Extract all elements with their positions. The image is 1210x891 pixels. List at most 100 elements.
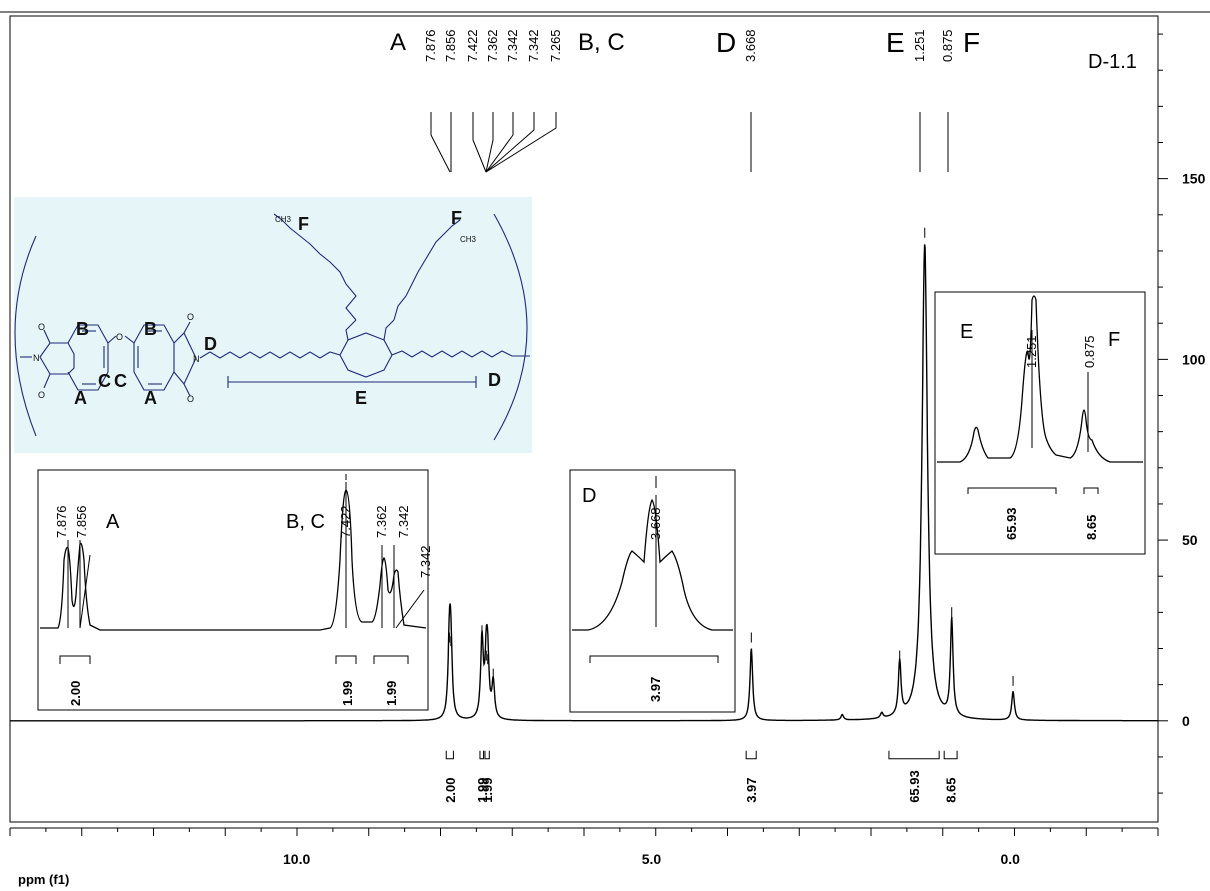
inset-peak-7856: 7.856 (74, 505, 89, 538)
plot-frame (0, 11, 1210, 823)
peak-label-0875: 0.875 (940, 29, 955, 62)
inset-integral-200: 2.00 (68, 681, 83, 706)
integral-value-5: 8.65 (944, 777, 959, 802)
structure-label-d-right: D (488, 370, 501, 390)
integral-value-3: 3.97 (744, 777, 759, 802)
integral-bracket-3 (745, 750, 757, 760)
x-tick-label-0: 10.0 (283, 851, 310, 867)
y-tick-label-3: 150 (1182, 171, 1206, 187)
peak-label-7856: 7.856 (443, 29, 458, 62)
inset-bc-label: B, C (286, 511, 325, 533)
x-tick-label-1: 5.0 (642, 851, 662, 867)
peak-labels-top: A B, C D E F 7.876 7.856 7.422 7.362 7.3… (390, 27, 980, 173)
structure-label-b-right: B (144, 319, 157, 339)
structure-label-f-left: F (298, 214, 309, 234)
integral-bracket-1 (479, 750, 485, 760)
structure-label-c-right: C (114, 371, 127, 391)
peak-label-leaders (430, 112, 949, 173)
inset-d-leaders (589, 476, 719, 663)
inset-e-label: E (960, 321, 973, 343)
integral-1: 1.99 (475, 750, 490, 803)
group-label-f: F (963, 27, 980, 58)
spectrum-trace (10, 244, 1158, 722)
inset-integral-199a: 1.99 (340, 681, 355, 706)
inset-integral-397: 3.97 (648, 677, 663, 702)
inset-peak-1251: 1.251 (1024, 335, 1039, 368)
integral-bracket-0 (445, 750, 454, 760)
integral-bracket-5 (943, 750, 958, 760)
integral-4: 65.93 (888, 750, 940, 803)
group-label-bc: B, C (578, 29, 625, 56)
chemical-structure: B B A A C C D D E F F CH3 CH3 O O O O O … (14, 197, 532, 453)
peak-label-7876: 7.876 (423, 29, 438, 62)
inset-peak-7422: 7.422 (338, 505, 353, 538)
integral-value-0: 2.00 (443, 777, 458, 802)
peak-label-7422: 7.422 (465, 29, 480, 62)
y-axis: 0 50 100 150 (1158, 33, 1206, 794)
structure-n-right: N (193, 354, 200, 364)
integral-markers: 2.00 1.991.99 3.97 65.93 8.65 (443, 750, 959, 803)
structure-o-3: O (187, 312, 194, 322)
structure-label-a-left: A (74, 388, 87, 408)
structure-label-b-left: B (76, 319, 89, 339)
integral-0: 2.00 (443, 750, 458, 803)
inset-peak-3668: 3.668 (648, 507, 663, 540)
y-tick-label-0: 0 (1182, 713, 1190, 729)
integral-5: 8.65 (943, 750, 959, 803)
x-tick-label-2: 0.0 (1001, 851, 1021, 867)
integral-value-2: 1.99 (480, 777, 495, 802)
group-label-e: E (886, 27, 905, 58)
inset-peak-0875: 0.875 (1082, 335, 1097, 368)
inset-peak-7342b: 7.342 (418, 545, 433, 578)
x-axis-label: ppm (f1) (18, 872, 69, 887)
x-axis: 10.0 5.0 0.0 (9, 827, 1159, 867)
inset-a-label: A (106, 511, 120, 533)
inset-d: D 3.668 3.97 (569, 469, 736, 713)
peak-label-7362: 7.362 (485, 29, 500, 62)
inset-a-bc: A B, C 7.876 7.856 7.422 7.362 7.342 7.3… (37, 469, 433, 711)
inset-peak-7362: 7.362 (374, 505, 389, 538)
inset-e-f: E F 1.251 0.875 65.93 8.65 (934, 291, 1146, 555)
structure-o-ether: O (116, 332, 123, 342)
integral-2: 1.99 (480, 750, 495, 803)
inset-integral-199b: 1.99 (384, 681, 399, 706)
integral-3: 3.97 (744, 750, 759, 803)
peak-label-7265: 7.265 (548, 29, 563, 62)
peak-label-7342b: 7.342 (526, 29, 541, 62)
y-tick-label-2: 100 (1182, 351, 1206, 367)
structure-bonds (14, 213, 530, 441)
inset-peak-7876: 7.876 (54, 505, 69, 538)
structure-label-d-left: D (204, 334, 217, 354)
group-label-d: D (716, 27, 736, 58)
structure-label-c-left: C (98, 371, 111, 391)
structure-ch3-right: CH3 (460, 235, 477, 244)
structure-label-e: E (355, 388, 367, 408)
peak-label-3668: 3.668 (743, 29, 758, 62)
peak-tick-marks (448, 227, 1014, 686)
integral-value-1: 1.99 (475, 777, 490, 802)
structure-o-4: O (187, 394, 194, 404)
group-label-a: A (390, 29, 406, 56)
integral-bracket-2 (484, 750, 490, 760)
structure-background (14, 197, 532, 453)
inset-a-bc-trace (40, 489, 427, 631)
structure-n-left: N (33, 353, 40, 363)
integral-bracket-4 (888, 750, 940, 760)
structure-label-f-right: F (451, 208, 462, 228)
structure-o-2: O (38, 390, 45, 400)
structure-ch3-left: CH3 (275, 215, 292, 224)
inset-peak-7342a: 7.342 (396, 505, 411, 538)
inset-integral-6593: 65.93 (1004, 507, 1019, 540)
inset-d-label: D (582, 485, 596, 507)
inset-e-f-leaders (967, 330, 1099, 494)
inset-d-trace (572, 498, 733, 631)
peak-label-7342a: 7.342 (505, 29, 520, 62)
inset-a-bc-leaders (59, 474, 425, 664)
y-tick-label-1: 50 (1182, 532, 1198, 548)
inset-integral-865: 8.65 (1084, 515, 1099, 540)
peak-label-1251: 1.251 (912, 29, 927, 62)
integral-value-4: 65.93 (907, 770, 922, 803)
structure-o-1: O (38, 322, 45, 332)
structure-label-a-right: A (144, 388, 157, 408)
